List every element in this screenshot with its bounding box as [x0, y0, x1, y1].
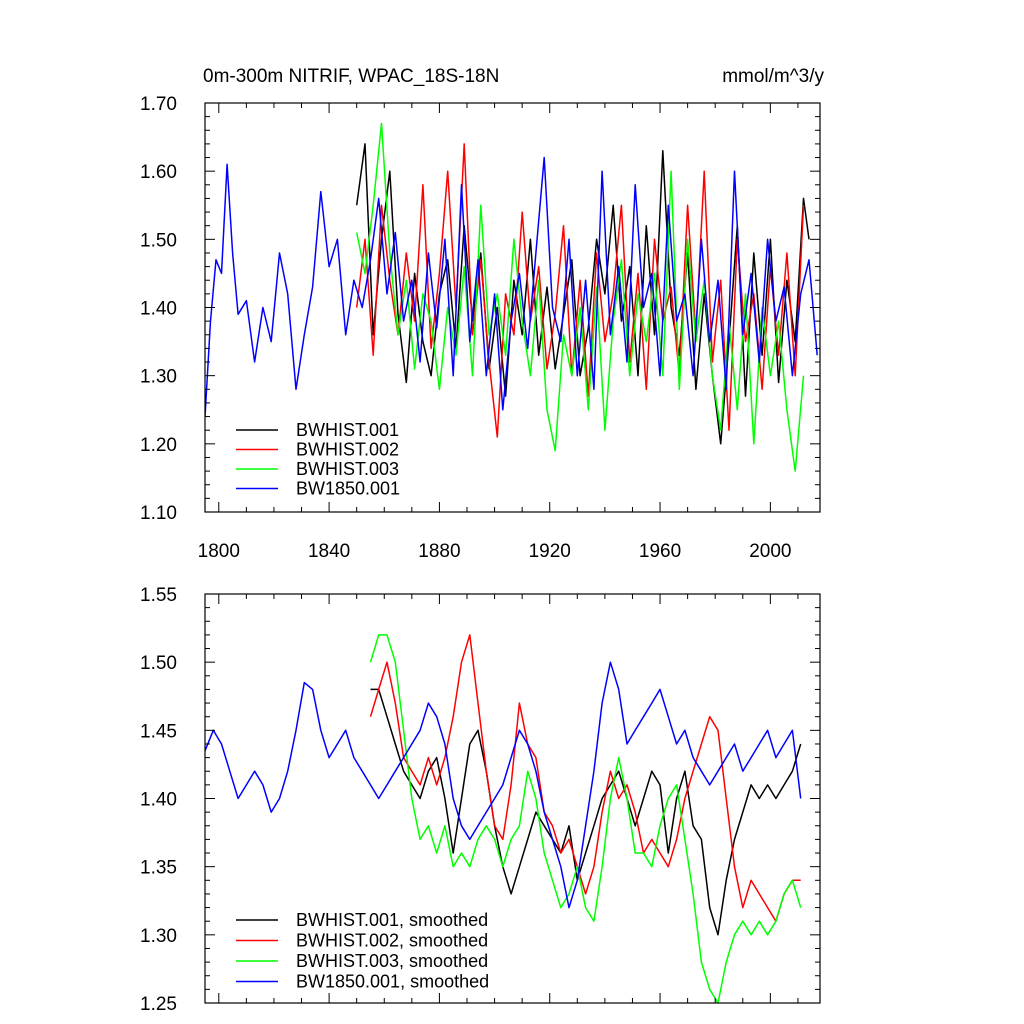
y-tick-label: 1.40 [140, 790, 177, 811]
units-label: mmol/m^3/y [722, 66, 824, 87]
x-tick-label: 1920 [529, 541, 571, 562]
x-tick-label: 1880 [418, 541, 460, 562]
y-tick-label: 1.20 [140, 435, 177, 456]
x-tick-label: 1840 [308, 541, 350, 562]
y-tick-label: 1.10 [140, 503, 177, 524]
series-line-4 [205, 156, 818, 417]
series-line-2 [355, 143, 805, 438]
legend-label: BWHIST.001 [296, 420, 399, 440]
y-tick-label: 1.50 [140, 230, 177, 251]
y-tick-label: 1.35 [140, 858, 177, 879]
top-panel: 1.10 1.20 1.30 1.40 1.50 1.60 1.70 1800 1840 1880… [140, 94, 821, 562]
x-tick-label: 2000 [749, 541, 791, 562]
legend-label: BWHIST.002 [296, 440, 399, 460]
legend-label: BWHIST.003, smoothed [296, 951, 488, 971]
y-tick-label: 1.25 [140, 994, 177, 1015]
legend-label: BWHIST.003 [296, 459, 399, 479]
series-line-2 [369, 634, 801, 922]
y-tick-label: 1.55 [140, 585, 177, 606]
x-tick-label: 1960 [639, 541, 681, 562]
legend-label: BWHIST.001, smoothed [296, 910, 488, 930]
y-tick-label: 1.30 [140, 926, 177, 947]
legend-label: BW1850.001, smoothed [296, 972, 489, 992]
series-line-4 [205, 661, 802, 909]
y-tick-label: 1.50 [140, 653, 177, 674]
legend-label: BWHIST.002, smoothed [296, 931, 488, 951]
y-tick-label: 1.30 [140, 367, 177, 388]
y-tick-label: 1.45 [140, 721, 177, 742]
y-tick-label: 1.70 [140, 94, 177, 115]
chart-title: 0m-300m NITRIF, WPAC_18S-18N [203, 66, 499, 87]
y-tick-label: 1.60 [140, 162, 177, 183]
series-line-3 [369, 634, 802, 1003]
legend-label: BW1850.001 [296, 479, 400, 499]
x-tick-label: 1800 [198, 541, 240, 562]
y-tick-label: 1.40 [140, 299, 177, 320]
bottom-panel: 1.25 1.30 1.35 1.40 1.45 1.50 1.55 BWHIST.001, … [140, 585, 821, 1015]
series-line-1 [370, 688, 802, 936]
